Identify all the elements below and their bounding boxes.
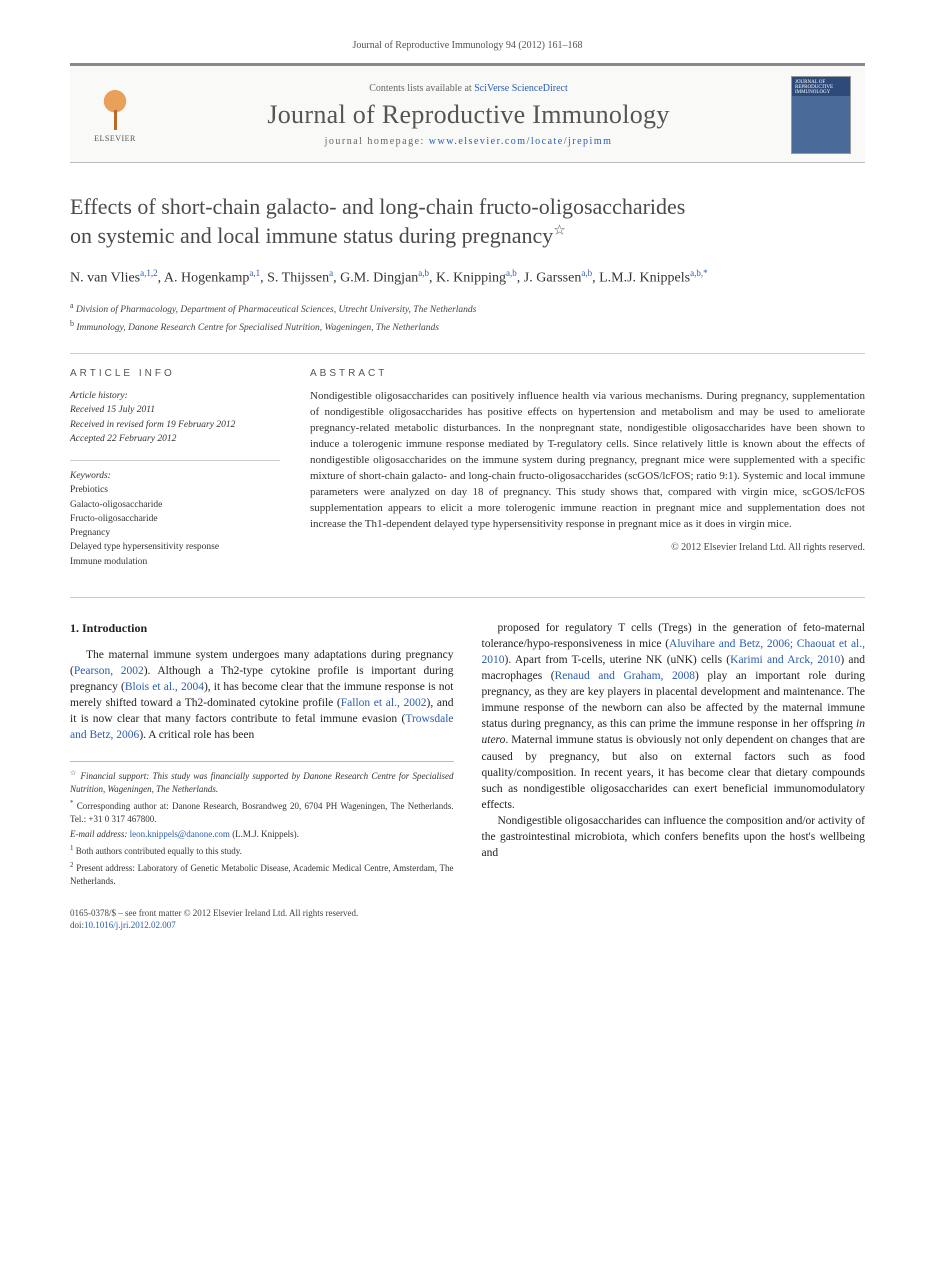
article-title: Effects of short-chain galacto- and long… [70, 193, 865, 250]
keywords-block: Keywords: PrebioticsGalacto-oligosacchar… [70, 460, 280, 569]
footnote-corresponding-text: Corresponding author at: Danone Research… [70, 801, 454, 824]
abstract-text: Nondigestible oligosaccharides can posit… [310, 389, 865, 532]
article-title-block: Effects of short-chain galacto- and long… [70, 193, 865, 335]
footnote-financial-text: Financial support: This study was financ… [70, 771, 454, 794]
footnote-2-text: Present address: Laboratory of Genetic M… [70, 863, 454, 886]
keyword-item: Fructo-oligosaccharide [70, 512, 280, 526]
footnote-2: 2 Present address: Laboratory of Genetic… [70, 860, 454, 888]
affiliations: a Division of Pharmacology, Department o… [70, 300, 865, 335]
history-label: Article history: [70, 389, 280, 403]
contents-prefix: Contents lists available at [369, 83, 474, 94]
footnote-financial: ☆ Financial support: This study was fina… [70, 768, 454, 796]
accepted-date: Accepted 22 February 2012 [70, 432, 280, 446]
revised-date: Received in revised form 19 February 201… [70, 418, 280, 432]
received-date: Received 15 July 2011 [70, 403, 280, 417]
info-abstract-row: ARTICLE INFO Article history: Received 1… [70, 368, 865, 569]
abstract-label: ABSTRACT [310, 368, 865, 379]
sciencedirect-link[interactable]: SciVerse ScienceDirect [474, 83, 568, 94]
journal-title: Journal of Reproductive Immunology [146, 100, 791, 130]
footnote-email: E-mail address: leon.knippels@danone.com… [70, 828, 454, 841]
body-column-right: proposed for regulatory T cells (Tregs) … [482, 620, 866, 891]
keywords-label: Keywords: [70, 469, 280, 483]
keywords-list: PrebioticsGalacto-oligosaccharideFructo-… [70, 483, 280, 569]
contents-available-line: Contents lists available at SciVerse Sci… [146, 83, 791, 94]
journal-reference: Journal of Reproductive Immunology 94 (2… [70, 40, 865, 51]
affiliation-b-text: Immunology, Danone Research Centre for S… [76, 323, 439, 333]
title-footnote-star-icon: ☆ [553, 223, 566, 238]
footnotes-block: ☆ Financial support: This study was fina… [70, 761, 454, 888]
journal-cover-thumbnail: JOURNAL OF REPRODUCTIVE IMMUNOLOGY [791, 76, 851, 154]
homepage-prefix: journal homepage: [325, 136, 429, 147]
article-info-column: ARTICLE INFO Article history: Received 1… [70, 368, 280, 569]
footer-line1: 0165-0378/$ – see front matter © 2012 El… [70, 908, 358, 918]
footnote-corresponding: * Corresponding author at: Danone Resear… [70, 798, 454, 826]
journal-homepage-line: journal homepage: www.elsevier.com/locat… [146, 136, 791, 147]
affiliation-b: b Immunology, Danone Research Centre for… [70, 318, 865, 335]
keyword-item: Delayed type hypersensitivity response [70, 540, 280, 554]
publisher-name: ELSEVIER [94, 134, 136, 143]
footnote-1: 1 Both authors contributed equally to th… [70, 843, 454, 858]
corresponding-email-link[interactable]: leon.knippels@danone.com [130, 829, 230, 839]
body-columns: 1. Introduction The maternal immune syst… [70, 620, 865, 891]
intro-paragraph-3: Nondigestible oligosaccharides can influ… [482, 813, 866, 861]
abstract-copyright: © 2012 Elsevier Ireland Ltd. All rights … [310, 542, 865, 553]
footer-copyright: 0165-0378/$ – see front matter © 2012 El… [70, 907, 865, 932]
homepage-link[interactable]: www.elsevier.com/locate/jrepimm [429, 136, 613, 147]
elsevier-logo: ELSEVIER [84, 79, 146, 151]
email-suffix: (L.M.J. Knippels). [232, 829, 299, 839]
divider [70, 353, 865, 354]
article-title-line1: Effects of short-chain galacto- and long… [70, 194, 685, 219]
email-label: E-mail address: [70, 829, 127, 839]
footnote-1-text: Both authors contributed equally to this… [76, 846, 242, 856]
doi-link[interactable]: 10.1016/j.jri.2012.02.007 [84, 920, 176, 930]
abstract-column: ABSTRACT Nondigestible oligosaccharides … [310, 368, 865, 569]
keyword-item: Galacto-oligosaccharide [70, 498, 280, 512]
body-divider [70, 597, 865, 598]
body-column-left: 1. Introduction The maternal immune syst… [70, 620, 454, 891]
affiliation-a: a Division of Pharmacology, Department o… [70, 300, 865, 317]
intro-paragraph-1: The maternal immune system undergoes man… [70, 647, 454, 744]
keyword-item: Pregnancy [70, 526, 280, 540]
article-title-line2: on systemic and local immune status duri… [70, 223, 553, 248]
doi-prefix: doi: [70, 920, 84, 930]
authors-list: N. van Vliesa,1,2, A. Hogenkampa,1, S. T… [70, 266, 865, 290]
article-info-label: ARTICLE INFO [70, 368, 280, 379]
section-heading-introduction: 1. Introduction [70, 620, 454, 637]
affiliation-a-text: Division of Pharmacology, Department of … [76, 305, 476, 315]
intro-paragraph-2: proposed for regulatory T cells (Tregs) … [482, 620, 866, 813]
keyword-item: Prebiotics [70, 483, 280, 497]
journal-header-box: ELSEVIER Contents lists available at Sci… [70, 63, 865, 163]
article-history: Article history: Received 15 July 2011 R… [70, 389, 280, 446]
elsevier-tree-icon [95, 88, 135, 132]
keyword-item: Immune modulation [70, 555, 280, 569]
